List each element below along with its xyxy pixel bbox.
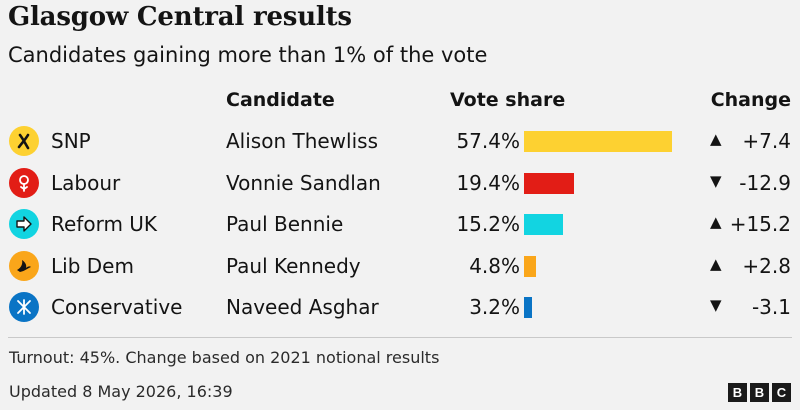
vote-share-label: 3.2% bbox=[469, 295, 520, 319]
candidate-name: Alison Thewliss bbox=[226, 129, 378, 153]
table-row: Reform UK Paul Bennie 15.2% ▲ +15.2 bbox=[0, 207, 800, 243]
party-name: Labour bbox=[51, 171, 121, 195]
chart-title: Glasgow Central results bbox=[8, 2, 352, 32]
bbc-logo: B B C bbox=[728, 383, 791, 402]
candidate-name: Paul Kennedy bbox=[226, 254, 361, 278]
vote-share-bar bbox=[524, 256, 536, 277]
libdem-bird-icon bbox=[9, 251, 39, 281]
change-value: +2.8 bbox=[742, 254, 791, 278]
candidate-name: Naveed Asghar bbox=[226, 295, 379, 319]
party-name: Conservative bbox=[51, 295, 183, 319]
vote-share-bar bbox=[524, 131, 672, 152]
triangle-up-icon: ▲ bbox=[710, 213, 722, 231]
vote-share-label: 15.2% bbox=[456, 212, 520, 236]
column-header-candidate: Candidate bbox=[226, 89, 335, 111]
bbc-logo-letter: B bbox=[750, 383, 769, 402]
table-row: Conservative Naveed Asghar 3.2% ▼ -3.1 bbox=[0, 290, 800, 326]
party-name: Lib Dem bbox=[51, 254, 134, 278]
conservative-tree-icon bbox=[9, 292, 39, 322]
change-value: -3.1 bbox=[751, 295, 791, 319]
party-name: Reform UK bbox=[51, 212, 158, 236]
chart-subtitle: Candidates gaining more than 1% of the v… bbox=[8, 43, 488, 67]
party-name: SNP bbox=[51, 129, 91, 153]
updated-timestamp: Updated 8 May 2026, 16:39 bbox=[9, 382, 233, 401]
column-header-change: Change bbox=[710, 89, 791, 111]
labour-rose-icon bbox=[9, 168, 39, 198]
vote-share-label: 57.4% bbox=[456, 129, 520, 153]
candidate-name: Vonnie Sandlan bbox=[226, 171, 381, 195]
footer-divider bbox=[8, 337, 792, 338]
triangle-up-icon: ▲ bbox=[710, 255, 722, 273]
vote-share-label: 4.8% bbox=[469, 254, 520, 278]
bbc-logo-letter: C bbox=[772, 383, 791, 402]
vote-share-bar bbox=[524, 173, 574, 194]
bbc-logo-letter: B bbox=[728, 383, 747, 402]
table-row: SNP Alison Thewliss 57.4% ▲ +7.4 bbox=[0, 124, 800, 160]
reform-arrow-icon bbox=[9, 209, 39, 239]
table-row: Labour Vonnie Sandlan 19.4% ▼ -12.9 bbox=[0, 166, 800, 202]
vote-share-bar bbox=[524, 214, 563, 235]
change-value: +15.2 bbox=[729, 212, 791, 236]
triangle-up-icon: ▲ bbox=[710, 130, 722, 148]
vote-share-label: 19.4% bbox=[456, 171, 520, 195]
footnote: Turnout: 45%. Change based on 2021 notio… bbox=[9, 348, 440, 367]
triangle-down-icon: ▼ bbox=[710, 296, 722, 314]
vote-share-bar bbox=[524, 297, 532, 318]
table-row: Lib Dem Paul Kennedy 4.8% ▲ +2.8 bbox=[0, 249, 800, 285]
candidate-name: Paul Bennie bbox=[226, 212, 344, 236]
triangle-down-icon: ▼ bbox=[710, 172, 722, 190]
column-header-vote-share: Vote share bbox=[450, 89, 566, 111]
change-value: +7.4 bbox=[742, 129, 791, 153]
change-value: -12.9 bbox=[739, 171, 791, 195]
snp-logo-icon bbox=[9, 126, 39, 156]
